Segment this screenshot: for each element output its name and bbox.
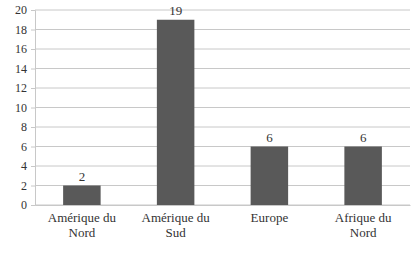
- y-tick-mark: [31, 205, 35, 206]
- y-tick-label: 6: [21, 140, 27, 154]
- y-axis: 0 2 4 6 8 10 12 14 16 18 20: [15, 3, 36, 212]
- plot: 02468101214161820Amérique duNordAmérique…: [15, 3, 411, 240]
- x-axis-line: [36, 205, 411, 206]
- y-tick: 16: [15, 42, 35, 56]
- y-tick-label: 20: [15, 3, 27, 17]
- grid-line: [35, 49, 410, 50]
- y-tick-label: 8: [21, 120, 27, 134]
- y-tick: 0: [21, 198, 35, 212]
- y-tick-mark: [31, 186, 35, 187]
- y-tick: 18: [15, 23, 35, 37]
- y-tick-label: 14: [15, 62, 27, 76]
- y-tick: 14: [15, 62, 35, 76]
- y-tick: 2: [21, 179, 35, 193]
- y-tick-mark: [31, 10, 35, 11]
- bar: [344, 147, 382, 206]
- x-tick-label: Amérique duNord: [48, 210, 117, 240]
- chart: 02468101214161820Amérique duNordAmérique…: [0, 0, 414, 263]
- grid-line: [35, 10, 410, 11]
- y-tick-label: 10: [15, 101, 27, 115]
- y-tick-label: 2: [21, 179, 27, 193]
- y-tick: 8: [21, 120, 35, 134]
- y-tick: 4: [21, 159, 35, 173]
- x-tick: Afrique duNord: [335, 205, 392, 240]
- y-tick-label: 4: [21, 159, 27, 173]
- data-labels: 2 19 6 6: [79, 3, 367, 184]
- bar: [251, 147, 289, 206]
- bars: [63, 20, 382, 205]
- grid: [35, 10, 410, 205]
- data-label: 6: [360, 130, 367, 145]
- x-tick-label: Afrique duNord: [335, 210, 392, 240]
- y-tick: 10: [15, 101, 35, 115]
- x-tick: Europe: [251, 205, 289, 225]
- x-axis: Amérique duNord Amérique duSud Europe Afriq…: [36, 205, 411, 240]
- y-tick-mark: [31, 69, 35, 70]
- y-tick-label: 12: [15, 81, 27, 95]
- y-tick-label: 16: [15, 42, 27, 56]
- y-tick-mark: [31, 88, 35, 89]
- x-tick-label: Amérique duSud: [142, 210, 211, 240]
- bar: [63, 186, 101, 206]
- bar: [157, 20, 195, 205]
- y-tick-mark: [31, 166, 35, 167]
- x-tick: Amérique duNord: [48, 205, 117, 240]
- y-tick-mark: [31, 49, 35, 50]
- y-tick-label: 18: [15, 23, 27, 37]
- grid-line: [35, 127, 410, 128]
- y-axis-line: [31, 11, 36, 206]
- grid-line: [35, 88, 410, 89]
- y-tick: 6: [21, 140, 35, 154]
- y-tick-mark: [31, 147, 35, 148]
- y-tick-mark: [31, 108, 35, 109]
- y-tick-label: 0: [21, 198, 27, 212]
- grid-line: [35, 68, 410, 69]
- data-label: 2: [79, 169, 86, 184]
- grid-line: [35, 29, 410, 30]
- y-tick-mark: [31, 127, 35, 128]
- x-tick-label: Europe: [251, 210, 289, 225]
- data-label: 6: [266, 130, 273, 145]
- data-label: 19: [169, 3, 182, 18]
- y-tick-mark: [31, 30, 35, 31]
- x-tick: Amérique duSud: [142, 205, 211, 240]
- y-tick: 12: [15, 81, 35, 95]
- y-tick: 20: [15, 3, 35, 17]
- grid-line: [35, 107, 410, 108]
